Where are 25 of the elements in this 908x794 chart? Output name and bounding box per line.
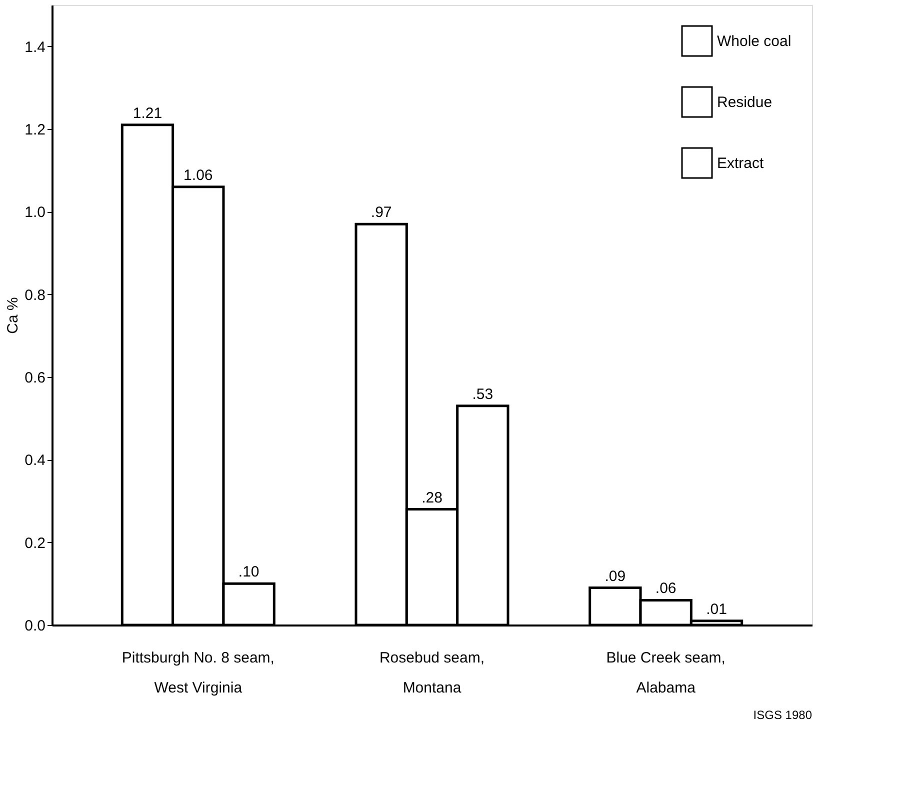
text: ISGS 1980 (753, 708, 812, 722)
legend-label: Whole coal (717, 33, 792, 50)
y-tick-label: 1.4 (24, 38, 46, 56)
x-tick-label: Rosebud seam, Montana (379, 650, 485, 696)
y-tick-label: 0.2 (24, 534, 46, 552)
y-tick-label: 0.8 (24, 286, 46, 304)
data-label: .01 (706, 600, 727, 618)
x-tick-label: Blue Creek seam, Alabama (606, 650, 726, 696)
legend-label: Residue (717, 94, 772, 111)
data-label: .06 (655, 580, 676, 598)
data-label: 1.06 (184, 166, 213, 184)
data-label: 1.21 (132, 104, 162, 122)
data-label: .97 (370, 204, 392, 222)
data-label: .10 (238, 564, 260, 581)
y-tick-label: 1.2 (24, 122, 46, 138)
data-label: .53 (472, 386, 494, 403)
legend-label: Extract (717, 155, 765, 172)
y-axis-title: Ca % (4, 297, 22, 334)
data-label: .28 (422, 489, 442, 506)
x-tick-label: Pittsburgh No. 8 seam, West Virginia (122, 650, 274, 696)
data-label: .09 (604, 568, 626, 585)
y-tick-label: 0.4 (24, 452, 46, 470)
y-tick-label: 0.0 (24, 618, 46, 634)
y-tick-label: 0.6 (24, 370, 46, 386)
y-tick-label: 1.0 (24, 204, 46, 222)
